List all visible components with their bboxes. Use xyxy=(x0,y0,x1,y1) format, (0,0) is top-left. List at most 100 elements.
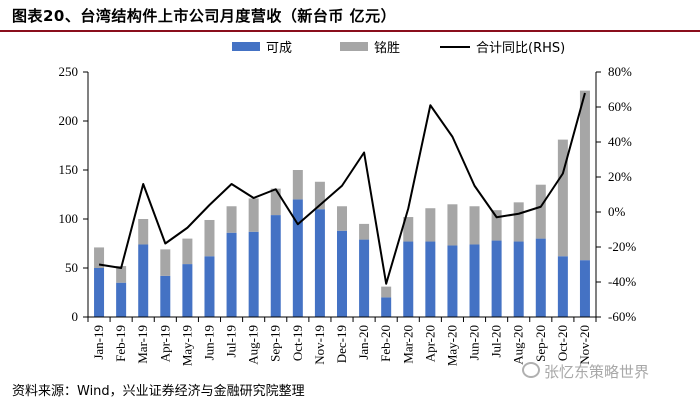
x-tick-label: Oct-19 xyxy=(290,325,305,361)
bar-mingsheng xyxy=(469,206,480,245)
bar-mingsheng xyxy=(579,90,590,261)
bar-mingsheng xyxy=(535,184,546,239)
x-tick-label: Sep-20 xyxy=(533,325,548,362)
bar-kecheng xyxy=(535,238,546,317)
x-tick-label: Jul-19 xyxy=(224,325,239,358)
x-tick-label: May-20 xyxy=(444,325,459,366)
chart: 可成 铭胜 合计同比(RHS) 0 50 100 150 200 250 -60% -40% -2… xyxy=(59,41,637,366)
bar-kecheng xyxy=(138,244,149,317)
right-tick-label: 0% xyxy=(608,204,626,219)
legend-label-0: 可成 xyxy=(266,41,292,56)
x-tick-label: Jan-20 xyxy=(356,325,371,360)
bar-mingsheng xyxy=(116,266,127,283)
bar-kecheng xyxy=(292,199,303,317)
bar-kecheng xyxy=(182,264,193,317)
x-tick-label: Jul-20 xyxy=(489,325,504,358)
bar-mingsheng xyxy=(425,208,436,242)
bar-kecheng xyxy=(447,245,458,317)
right-tick-label: 40% xyxy=(608,134,632,149)
bar-mingsheng xyxy=(447,204,458,246)
x-tick-label: Nov-20 xyxy=(577,325,592,365)
bar-mingsheng xyxy=(292,170,303,200)
bar-kecheng xyxy=(226,232,237,317)
bar-kecheng xyxy=(94,268,105,317)
bar-mingsheng xyxy=(359,223,370,240)
legend-swatch-0 xyxy=(232,42,260,51)
bar-mingsheng xyxy=(381,286,392,298)
bar-kecheng xyxy=(469,244,480,317)
right-tick-label: 20% xyxy=(608,169,632,184)
left-axis: 0 50 100 150 200 250 xyxy=(59,64,89,324)
x-tick-label: Mar-19 xyxy=(135,325,150,364)
right-tick-label: -20% xyxy=(608,239,636,254)
legend-label-1: 铭胜 xyxy=(374,41,400,56)
bar-mingsheng xyxy=(226,206,237,233)
bar-kecheng xyxy=(204,256,215,317)
left-tick-label: 250 xyxy=(59,64,79,79)
x-axis: Jan-19 Feb-19 Mar-19 Apr-19 May-19 Jun-19 Jul-… xyxy=(87,316,597,366)
x-tick-label: Apr-20 xyxy=(422,325,437,362)
x-tick-label: Jun-19 xyxy=(201,325,216,360)
bar-kecheng xyxy=(337,230,347,317)
x-tick-label: Aug-20 xyxy=(511,325,526,365)
yoy-line xyxy=(98,92,586,285)
bar-kecheng xyxy=(425,241,436,317)
bar-kecheng xyxy=(381,297,392,317)
left-tick-label: 0 xyxy=(72,309,79,324)
x-tick-label: May-19 xyxy=(179,325,194,366)
x-tick-label: Jun-20 xyxy=(467,325,482,360)
x-tick-label: Jan-19 xyxy=(91,325,106,360)
bar-kecheng xyxy=(116,282,127,317)
bar-mingsheng xyxy=(248,198,259,232)
legend: 可成 铭胜 合计同比(RHS) xyxy=(232,41,565,56)
bar-kecheng xyxy=(248,231,259,317)
bars xyxy=(94,90,590,317)
source-note: 资料来源：Wind，兴业证券经济与金融研究院整理 xyxy=(12,384,305,399)
bar-mingsheng xyxy=(204,219,215,257)
right-tick-label: 60% xyxy=(608,99,632,114)
legend-label-2: 合计同比(RHS) xyxy=(476,41,565,56)
x-tick-label: Sep-19 xyxy=(268,325,283,362)
watermark: 张忆东策略世界 xyxy=(522,361,649,382)
bar-mingsheng xyxy=(138,219,149,245)
left-tick-label: 200 xyxy=(59,113,79,128)
line-layer xyxy=(98,92,586,285)
watermark-text: 张忆东策略世界 xyxy=(544,363,650,381)
right-tick-label: -60% xyxy=(608,309,636,324)
bar-kecheng xyxy=(270,215,281,317)
x-tick-label: Apr-19 xyxy=(157,325,172,362)
bar-kecheng xyxy=(557,256,568,317)
x-tick-label: Feb-20 xyxy=(378,325,393,362)
left-tick-label: 50 xyxy=(65,260,78,275)
bar-kecheng xyxy=(403,241,414,317)
right-axis: -60% -40% -20% 0% 20% 40% 60% 80% xyxy=(595,64,636,324)
title-row: 图表20、台湾结构件上市公司月度营收（新台币 亿元） xyxy=(0,0,700,32)
x-tick-label: Feb-19 xyxy=(113,325,128,362)
wechat-icon xyxy=(522,362,540,378)
bar-mingsheng xyxy=(513,202,524,242)
bar-mingsheng xyxy=(491,210,502,241)
bar-kecheng xyxy=(579,260,590,317)
bar-kecheng xyxy=(160,275,171,317)
right-tick-label: 80% xyxy=(608,64,632,79)
x-tick-label: Oct-20 xyxy=(555,325,570,361)
left-tick-label: 150 xyxy=(59,162,79,177)
x-tick-label: Aug-19 xyxy=(246,325,261,365)
right-tick-label: -40% xyxy=(608,274,636,289)
left-tick-label: 100 xyxy=(59,211,79,226)
legend-swatch-1 xyxy=(340,42,368,51)
title-rule xyxy=(0,30,700,32)
bar-kecheng xyxy=(513,241,524,317)
bar-mingsheng xyxy=(94,247,105,268)
chart-title: 图表20、台湾结构件上市公司月度营收（新台币 亿元） xyxy=(12,7,397,25)
bar-kecheng xyxy=(314,209,325,317)
bar-mingsheng xyxy=(403,217,414,242)
bar-mingsheng xyxy=(337,206,347,231)
bar-kecheng xyxy=(491,240,502,317)
bar-mingsheng xyxy=(557,139,568,257)
bar-mingsheng xyxy=(270,188,281,216)
bar-kecheng xyxy=(359,239,370,317)
bar-mingsheng xyxy=(160,249,171,276)
x-tick-label: Dec-19 xyxy=(334,325,349,363)
bar-mingsheng xyxy=(314,181,325,210)
